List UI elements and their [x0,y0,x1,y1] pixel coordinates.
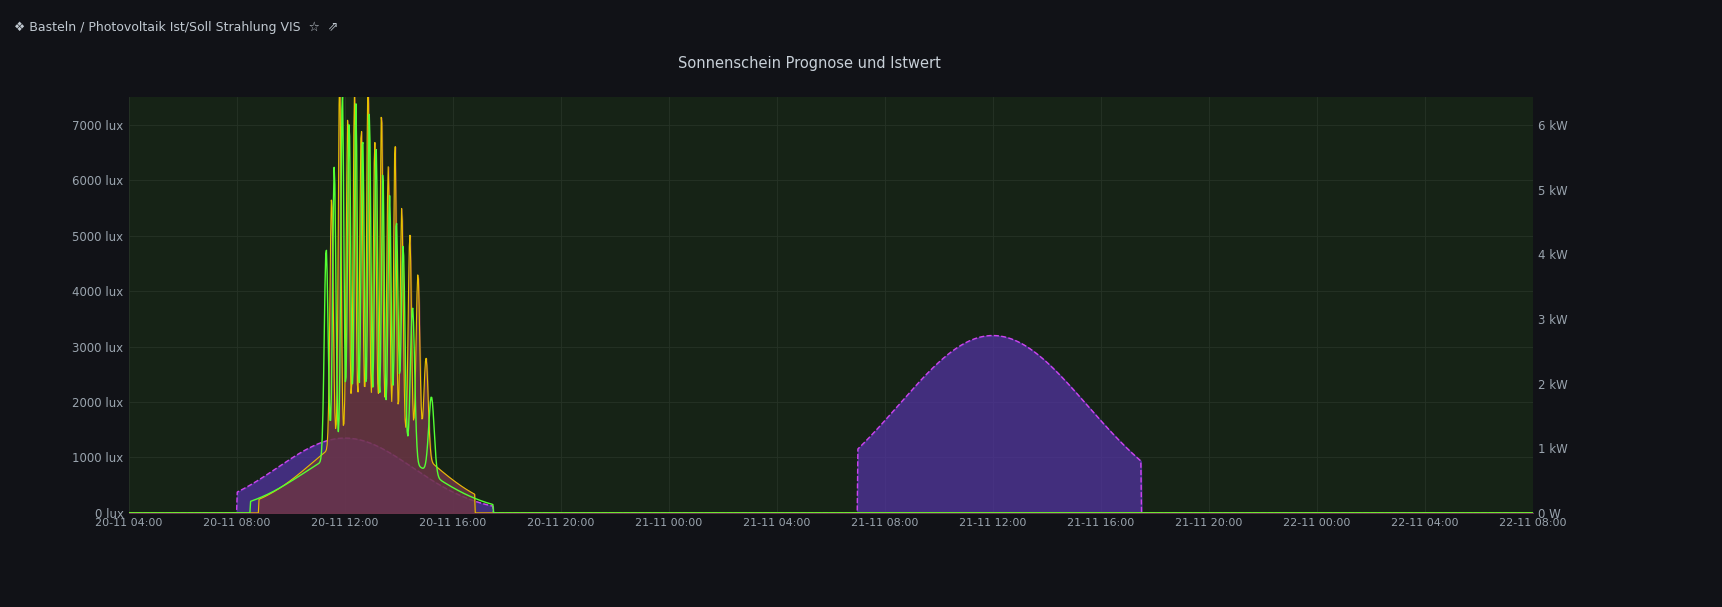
Text: Sonnenschein Prognose und Istwert: Sonnenschein Prognose und Istwert [678,56,940,71]
Text: ❖ Basteln / Photovoltaik Ist/Soll Strahlung VIS  ☆  ⇗: ❖ Basteln / Photovoltaik Ist/Soll Strahl… [14,21,338,34]
